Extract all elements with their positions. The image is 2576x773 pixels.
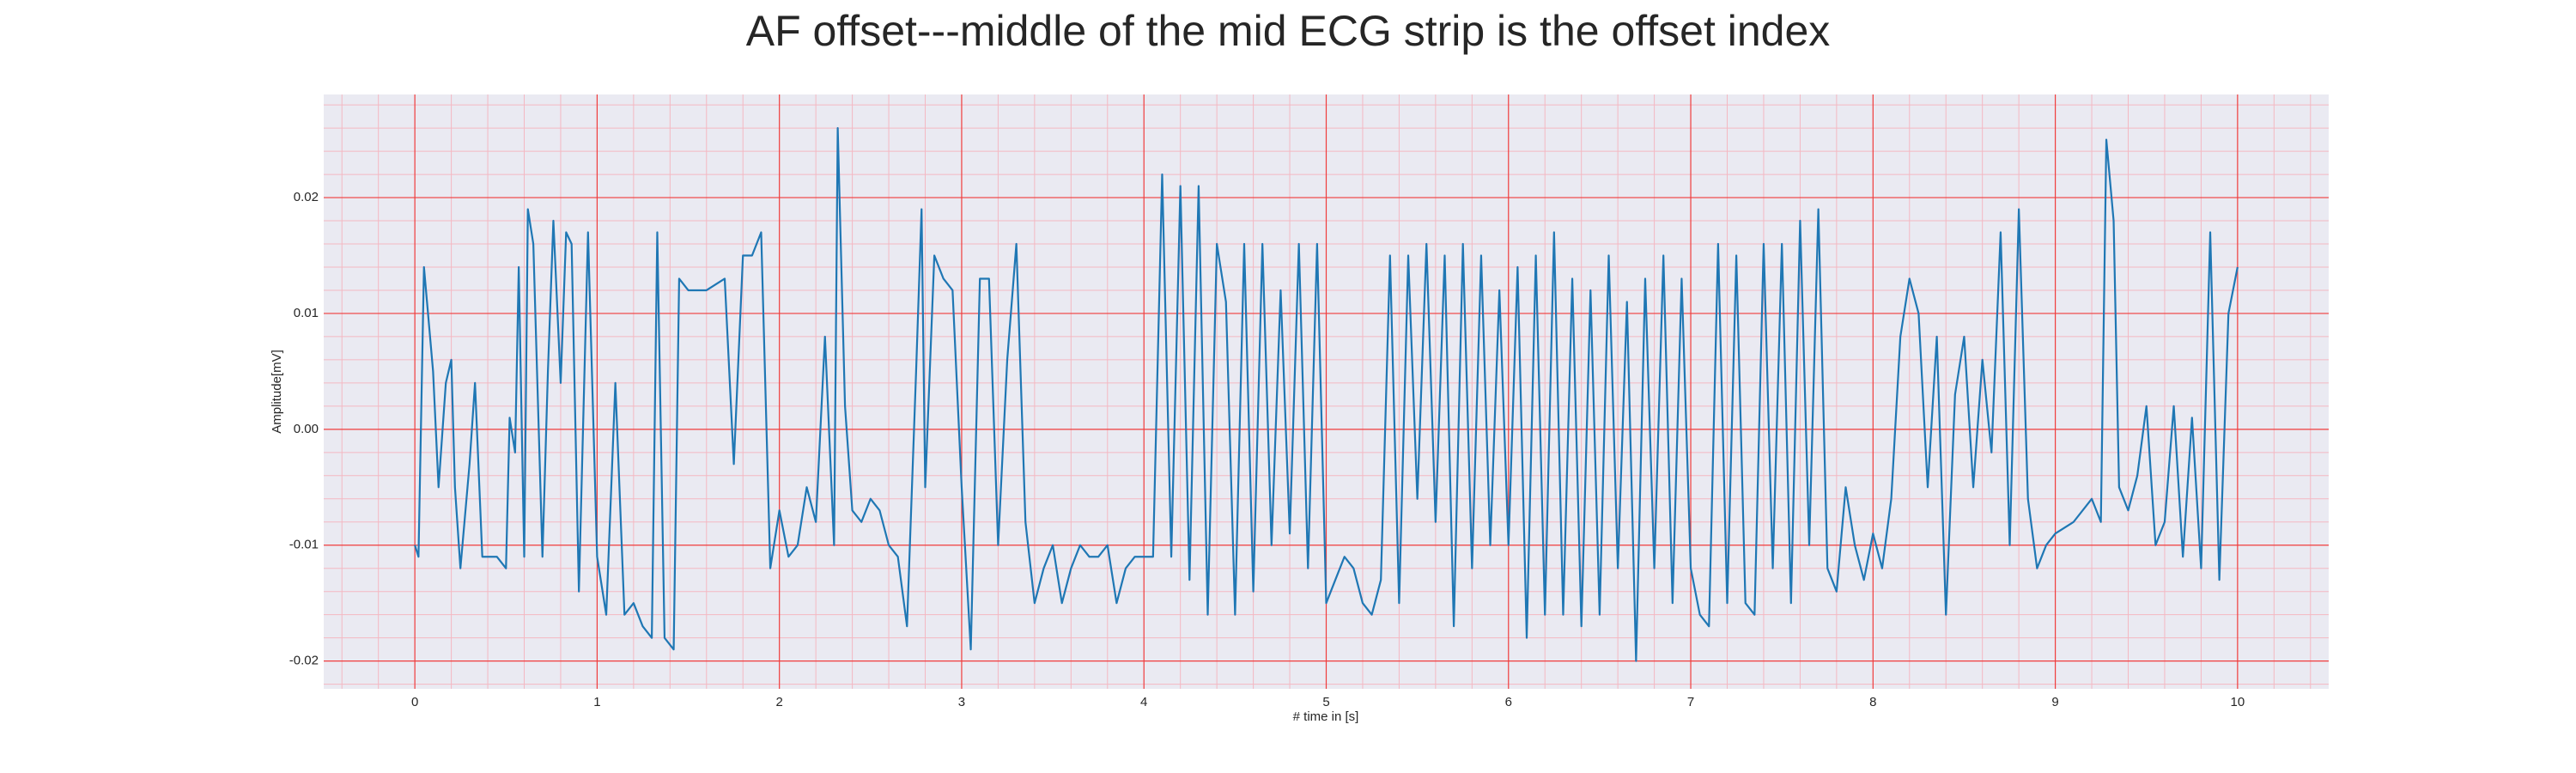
labels: 0 1 2 3 4 5 6 7 8 9 10 -0.02 -0.01 0.00 0.01 0.02 (289, 190, 2245, 709)
y-tick-label: -0.02 (289, 654, 319, 668)
x-tick-label: 10 (2231, 695, 2245, 709)
chart-title: AF offset---middle of the mid ECG strip … (746, 7, 1831, 55)
x-tick-label: 1 (593, 695, 600, 709)
x-axis-label: # time in [s] (1293, 709, 1359, 724)
x-tick-label: 0 (411, 695, 418, 709)
x-tick-label: 5 (1322, 695, 1329, 709)
x-tick-label: 9 (2051, 695, 2058, 709)
x-tick-label: 3 (958, 695, 965, 709)
y-tick-label: 0.00 (294, 422, 319, 436)
y-tick-label: -0.01 (289, 538, 319, 552)
x-tick-label: 6 (1505, 695, 1512, 709)
x-tick-label: 4 (1140, 695, 1147, 709)
marks (414, 127, 2239, 662)
x-tick-label: 8 (1869, 695, 1876, 709)
x-tick-label: 7 (1687, 695, 1694, 709)
y-tick-label: 0.02 (294, 190, 319, 204)
y-tick-label: 0.01 (294, 306, 319, 320)
y-axis-label: Amplitude[mV] (270, 350, 284, 434)
x-tick-label: 2 (776, 695, 783, 709)
line-series (414, 127, 2239, 662)
